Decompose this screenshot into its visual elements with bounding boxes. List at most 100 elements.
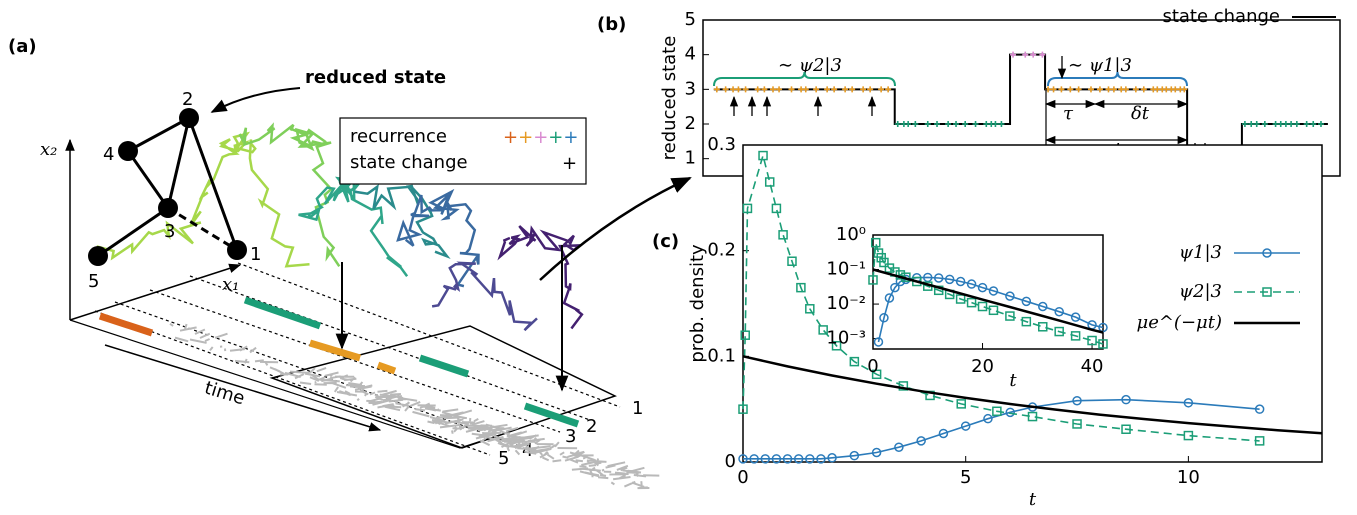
time-arrow bbox=[104, 344, 382, 432]
trajectory bbox=[354, 184, 451, 260]
panel-a: (a) x₂ x₁ time 1 2 3 4 5 bbox=[8, 36, 692, 490]
data-point bbox=[938, 428, 949, 439]
x-axis-label: t bbox=[1029, 489, 1037, 510]
data-point bbox=[738, 454, 748, 464]
panel-label: (b) bbox=[597, 14, 626, 35]
zoom-arrow bbox=[539, 176, 692, 281]
axis-label: x₁ bbox=[222, 274, 239, 295]
series-line bbox=[872, 268, 1104, 334]
data-point bbox=[1038, 322, 1048, 332]
data-point bbox=[870, 237, 881, 248]
data-point bbox=[1183, 398, 1194, 408]
graph-edges bbox=[97, 116, 239, 258]
y-tick-label: 3 bbox=[685, 78, 696, 99]
recurrence-mark bbox=[713, 86, 892, 93]
data-point bbox=[805, 304, 815, 314]
legend-label: state change bbox=[1162, 6, 1280, 27]
data-point bbox=[740, 330, 750, 340]
y-tick-label: 4 bbox=[685, 44, 696, 65]
legend-marker bbox=[1262, 287, 1272, 297]
recurrence-mark bbox=[1010, 51, 1046, 58]
plane-label: 3 bbox=[565, 426, 576, 447]
data-point bbox=[771, 203, 782, 214]
legend-label: ψ1|3 bbox=[1179, 242, 1222, 263]
data-point bbox=[818, 325, 828, 335]
x-tick-label: 10 bbox=[1177, 467, 1200, 488]
trajectory bbox=[396, 188, 480, 288]
axis-x1 bbox=[69, 263, 242, 321]
data-point bbox=[738, 404, 748, 414]
y-tick-label: 0.2 bbox=[707, 240, 736, 261]
series-line bbox=[743, 398, 1260, 460]
data-point bbox=[956, 399, 966, 409]
data-point bbox=[868, 275, 878, 285]
data-point bbox=[944, 274, 955, 285]
data-point bbox=[871, 369, 882, 380]
plane-label: 2 bbox=[586, 416, 597, 437]
data-point bbox=[1070, 331, 1081, 341]
recurrence-mark bbox=[1241, 121, 1324, 127]
annotation: ∼ ψ2|3 bbox=[778, 55, 842, 76]
recurrence-mark bbox=[894, 121, 1005, 127]
data-point bbox=[742, 203, 753, 214]
trajectory bbox=[431, 261, 538, 332]
data-point bbox=[1027, 411, 1038, 422]
data-point bbox=[1072, 419, 1082, 429]
data-point bbox=[966, 279, 977, 289]
x-tick-label: 5 bbox=[960, 467, 971, 488]
trajectories bbox=[96, 122, 660, 490]
data-point bbox=[977, 301, 988, 312]
data-point bbox=[758, 150, 768, 161]
data-point bbox=[831, 341, 842, 351]
data-point bbox=[771, 454, 782, 464]
shadow bbox=[169, 322, 372, 397]
annotation-arrow bbox=[210, 87, 301, 113]
plot-frame bbox=[872, 234, 1104, 350]
y-tick-label: 10⁻² bbox=[826, 293, 866, 314]
plane-label: 5 bbox=[498, 448, 509, 469]
data-point bbox=[1121, 424, 1131, 434]
y-tick-label: 10⁰ bbox=[836, 224, 866, 245]
chart: 10⁰ 10⁻¹ 10⁻² 10⁻³0 20 40 t bbox=[826, 224, 1108, 391]
data-point bbox=[1254, 404, 1265, 414]
data-point bbox=[1072, 395, 1082, 406]
data-point bbox=[876, 252, 886, 263]
series-line bbox=[742, 355, 1323, 435]
annotation: δt bbox=[1131, 103, 1150, 124]
node-label: 4 bbox=[103, 144, 114, 165]
legend-label: recurrence bbox=[350, 126, 447, 147]
axis-label: time bbox=[202, 377, 247, 409]
data-point bbox=[1054, 306, 1064, 317]
data-point bbox=[1254, 436, 1265, 446]
data-point bbox=[1070, 312, 1081, 322]
data-point bbox=[884, 293, 895, 303]
node-label: 5 bbox=[88, 271, 99, 292]
x-tick-label: 20 bbox=[971, 356, 994, 377]
series-line bbox=[742, 152, 1260, 442]
data-point bbox=[871, 447, 882, 458]
x-tick-label: 0 bbox=[737, 467, 748, 488]
data-point bbox=[787, 256, 797, 266]
data-point bbox=[849, 450, 860, 461]
x-tick-label: 0 bbox=[867, 356, 878, 377]
brace bbox=[713, 71, 896, 87]
data-point bbox=[1005, 311, 1015, 321]
annotation: τ bbox=[1063, 103, 1074, 124]
node-label: 1 bbox=[250, 244, 261, 265]
data-point bbox=[816, 454, 826, 464]
data-point bbox=[1005, 291, 1015, 301]
series-line bbox=[877, 276, 1104, 343]
y-axis-label: reduced state bbox=[659, 36, 680, 161]
data-point bbox=[983, 413, 993, 424]
panel-label: (a) bbox=[8, 36, 37, 57]
data-point bbox=[977, 282, 988, 293]
data-point bbox=[960, 421, 971, 431]
data-point bbox=[1098, 339, 1108, 349]
data-point bbox=[898, 381, 909, 391]
data-point bbox=[894, 442, 904, 452]
recurrence-mark bbox=[1045, 86, 1188, 93]
shadow bbox=[309, 366, 418, 408]
data-point bbox=[782, 454, 793, 464]
